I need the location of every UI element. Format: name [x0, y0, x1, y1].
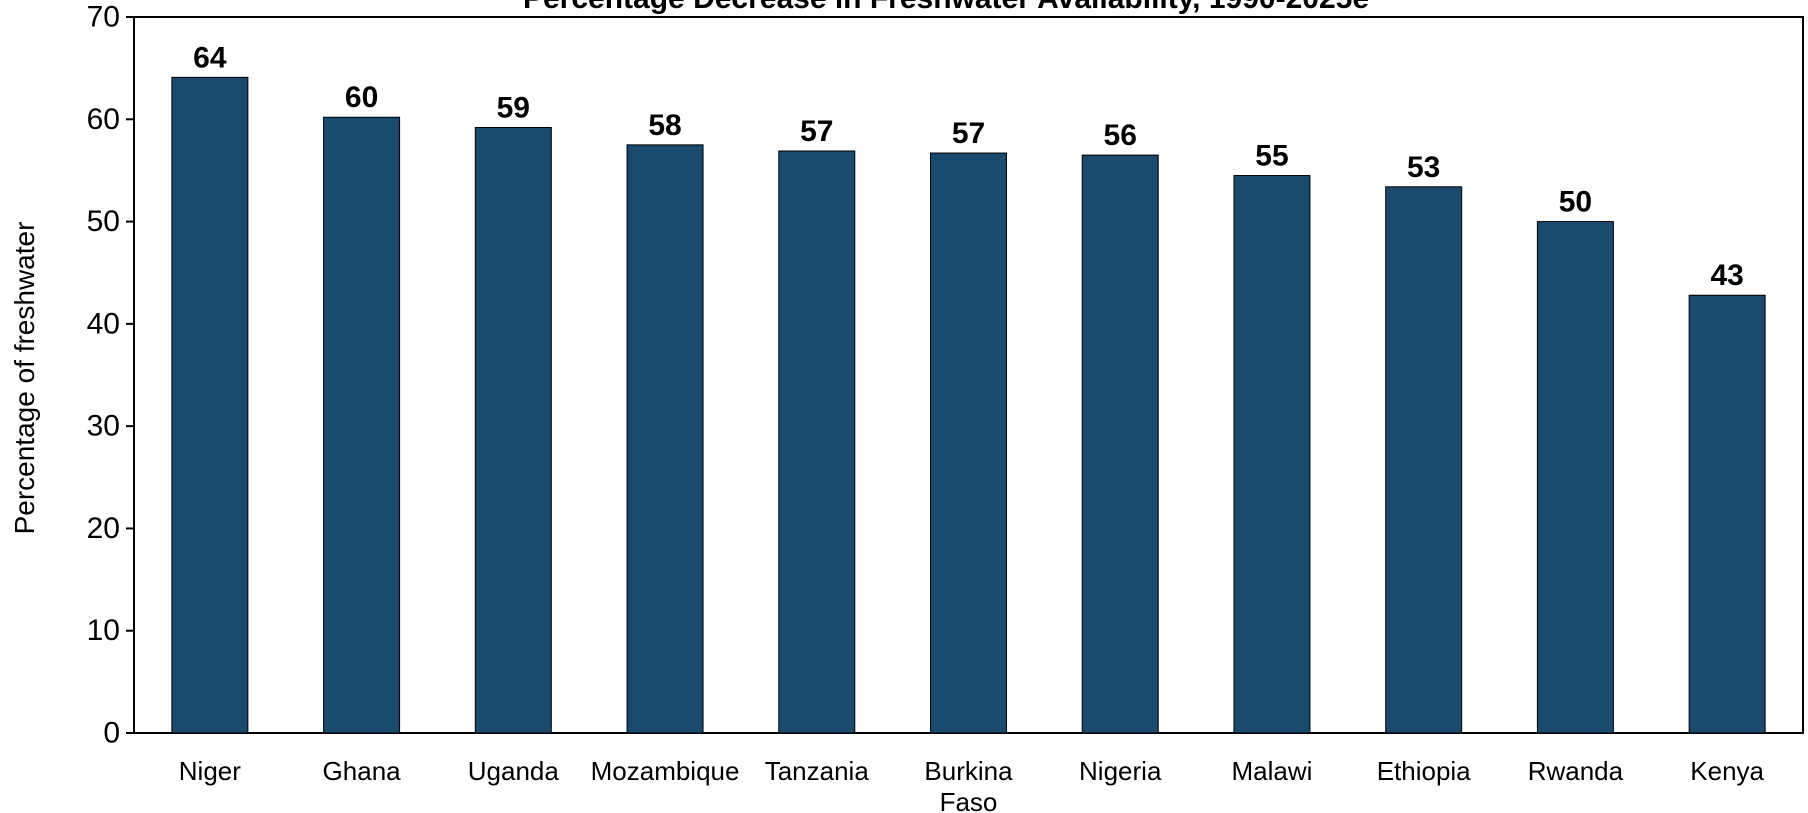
data-label: 56: [1104, 119, 1137, 152]
y-tick-label: 40: [87, 307, 120, 340]
bar-nigeria: [1081, 154, 1159, 734]
data-labels: 64 60 59 58 57 57 56 55 53 50 43: [193, 41, 1744, 292]
x-axis: Niger Ghana Uganda Mozambique Tanzania Burkin…: [179, 756, 1765, 813]
x-tick-label: Burkina Faso: [924, 756, 1013, 813]
bar-niger: [171, 76, 249, 734]
chart-title: Percentage Decrease in Freshwater Availa…: [523, 0, 1369, 15]
bar-uganda: [474, 126, 552, 734]
data-label: 64: [193, 41, 227, 74]
bar-rwanda: [1536, 221, 1614, 734]
data-label: 58: [648, 109, 681, 142]
y-tick-label: 60: [87, 103, 120, 136]
data-label: 53: [1407, 151, 1440, 184]
x-tick-label: Malawi: [1231, 756, 1312, 786]
data-label: 50: [1559, 186, 1592, 219]
x-tick-label: Mozambique: [591, 756, 740, 786]
x-tick-label: Uganda: [468, 756, 560, 786]
data-label: 55: [1255, 140, 1288, 173]
bar-malawi: [1233, 175, 1311, 734]
bar-ethiopia: [1385, 186, 1463, 734]
x-tick-label: Kenya: [1690, 756, 1764, 786]
bar-kenya: [1688, 294, 1766, 734]
data-label: 60: [345, 81, 378, 114]
data-label: 59: [497, 91, 530, 124]
bar-mozambique: [626, 144, 704, 734]
x-tick-label: Niger: [179, 756, 241, 786]
y-tick-label: 0: [103, 717, 120, 750]
y-axis-label: Percentage of freshwater: [9, 222, 40, 535]
x-tick-label: Tanzania: [765, 756, 870, 786]
bar-tanzania: [778, 150, 856, 734]
x-tick-label: Ghana: [323, 756, 402, 786]
data-label: 43: [1710, 259, 1743, 292]
y-axis: 0 10 20 30 40 50 60 70: [87, 1, 134, 750]
y-tick-label: 30: [87, 410, 120, 443]
bar-burkina-faso: [930, 152, 1007, 734]
bars: [171, 76, 1766, 734]
data-label: 57: [952, 117, 985, 150]
x-tick-label: Ethiopia: [1377, 756, 1471, 786]
data-label: 57: [800, 115, 833, 148]
bar-ghana: [323, 116, 401, 734]
y-tick-label: 10: [87, 614, 120, 647]
x-tick-label: Nigeria: [1079, 756, 1162, 786]
y-tick-label: 50: [87, 205, 120, 238]
y-tick-label: 20: [87, 512, 120, 545]
x-tick-label: Rwanda: [1528, 756, 1624, 786]
y-tick-label: 70: [87, 1, 120, 34]
